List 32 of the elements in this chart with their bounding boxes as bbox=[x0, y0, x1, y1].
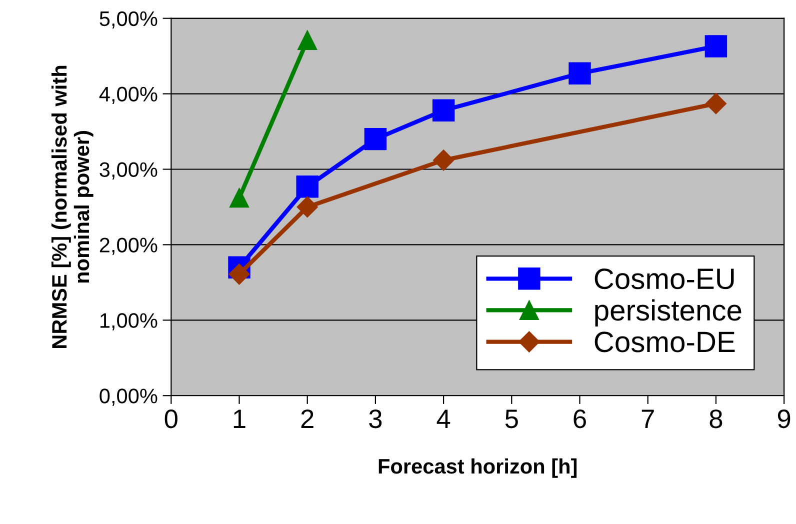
legend-label: Cosmo-EU bbox=[594, 268, 734, 290]
point bbox=[432, 99, 455, 122]
point bbox=[433, 150, 454, 171]
x-tick-label: 3 bbox=[369, 410, 382, 428]
x-tick-label: 7 bbox=[642, 410, 654, 428]
point bbox=[298, 30, 318, 50]
y-tick-label: 4,00% bbox=[99, 86, 158, 104]
y-tick-label: 3,00% bbox=[100, 162, 158, 180]
x-axis-title: Forecast horizon [h] bbox=[378, 458, 577, 478]
x-tick-label: 2 bbox=[301, 410, 314, 428]
legend-label: persistence bbox=[595, 299, 742, 326]
point bbox=[705, 93, 726, 114]
point bbox=[704, 35, 728, 58]
x-tick-label: 9 bbox=[778, 410, 790, 428]
point bbox=[228, 264, 250, 285]
y-tick-label: 1,00% bbox=[100, 313, 158, 330]
y-tick-label: 2,00% bbox=[100, 238, 158, 255]
legend-label: Cosmo-DE bbox=[594, 332, 735, 352]
point bbox=[568, 62, 591, 85]
y-tick-label: 0,00% bbox=[100, 388, 158, 406]
y-axis-title: NRMSE [%] (normalised with nominal power) bbox=[51, 66, 94, 348]
x-tick-label: 5 bbox=[505, 410, 518, 428]
x-tick-label: 1 bbox=[234, 410, 246, 428]
x-tick-label: 4 bbox=[436, 410, 450, 428]
point bbox=[296, 196, 318, 218]
x-tick-label: 0 bbox=[164, 410, 178, 428]
point bbox=[296, 175, 318, 198]
point bbox=[364, 128, 387, 150]
x-tick-label: 6 bbox=[574, 410, 586, 428]
y-tick-label: 5,00% bbox=[100, 11, 158, 29]
point bbox=[230, 188, 249, 208]
x-tick-label: 8 bbox=[710, 410, 722, 428]
